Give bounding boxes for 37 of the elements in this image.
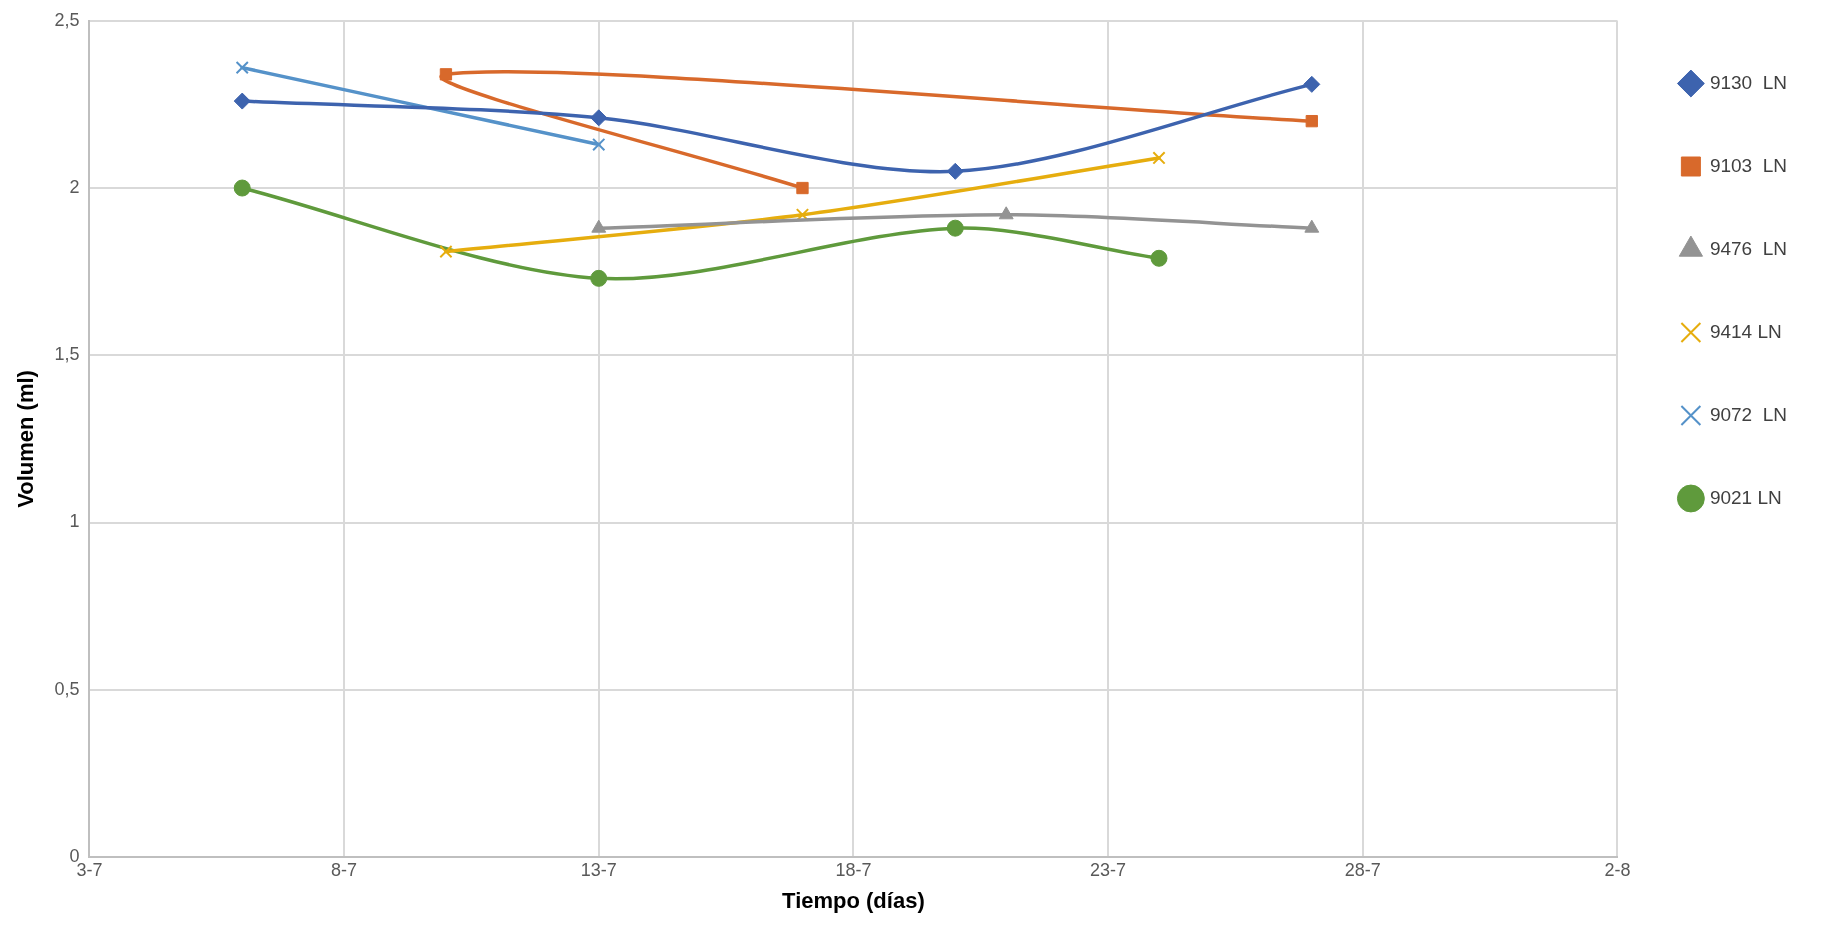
point: [946, 162, 964, 180]
point: [591, 219, 607, 233]
x-axis-title: Tiempo (días): [782, 887, 925, 913]
point: [1303, 75, 1321, 93]
x-tick-label: 13-7: [580, 859, 617, 880]
legend-label: 9130 LN: [1709, 71, 1788, 93]
y-tick-label: 2,5: [54, 9, 80, 30]
point: [1304, 219, 1320, 233]
point: [590, 109, 608, 127]
legend-label: 9072 LN: [1709, 403, 1788, 425]
y-axis-title: Volumen (ml): [13, 370, 39, 508]
x-tick-label: 18-7: [835, 859, 872, 880]
point: [796, 181, 809, 195]
point: [946, 219, 964, 237]
point: [590, 269, 608, 287]
x-tick-label: 28-7: [1344, 859, 1381, 880]
y-tick-label: 0,5: [54, 678, 80, 699]
y-tick-label: 1,5: [54, 344, 80, 365]
y-tick-label: 2: [69, 177, 80, 198]
point: [233, 92, 251, 110]
x-tick-label: 2-8: [1604, 859, 1631, 880]
legend-label: 9021 LN: [1709, 486, 1782, 508]
point: [1152, 151, 1166, 165]
point: [439, 68, 453, 81]
y-tick-label: 1: [69, 511, 80, 532]
legend-label: 9103 LN: [1709, 154, 1788, 176]
x-tick-label: 23-7: [1090, 859, 1127, 880]
point: [592, 137, 606, 152]
point: [1150, 249, 1168, 267]
legend-label: 9476 LN: [1709, 237, 1788, 259]
x-tick-label: 8-7: [331, 859, 358, 880]
legend-label: 9414 LN: [1709, 320, 1782, 342]
point: [233, 179, 251, 197]
point: [439, 244, 453, 259]
point: [1305, 114, 1318, 128]
point: [235, 60, 249, 75]
point: [998, 206, 1014, 220]
